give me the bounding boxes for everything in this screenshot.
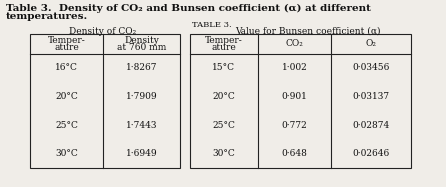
Text: 0·03137: 0·03137 <box>352 92 390 101</box>
Text: 16°C: 16°C <box>55 63 78 72</box>
Text: O₂: O₂ <box>366 39 376 48</box>
Text: 25°C: 25°C <box>212 121 235 130</box>
Text: CO₂: CO₂ <box>285 39 303 48</box>
Text: 0·02874: 0·02874 <box>352 121 390 130</box>
Text: Density: Density <box>124 36 159 45</box>
Text: 0·901: 0·901 <box>281 92 307 101</box>
Text: 20°C: 20°C <box>212 92 235 101</box>
Text: Temper-: Temper- <box>48 36 85 45</box>
Text: 20°C: 20°C <box>55 92 78 101</box>
Text: 30°C: 30°C <box>212 149 235 158</box>
Bar <box>190 34 411 168</box>
Text: 1·7909: 1·7909 <box>126 92 157 101</box>
Text: Table 3.  Density of CO₂ and Bunsen coefficient (α) at different: Table 3. Density of CO₂ and Bunsen coeff… <box>6 4 371 13</box>
Bar <box>29 34 180 168</box>
Text: 1·002: 1·002 <box>281 63 307 72</box>
Text: Temper-: Temper- <box>205 36 243 45</box>
Text: 15°C: 15°C <box>212 63 235 72</box>
Text: Density of CO₂: Density of CO₂ <box>70 27 137 36</box>
Text: 0·772: 0·772 <box>281 121 307 130</box>
Text: 30°C: 30°C <box>55 149 78 158</box>
Text: at 760 mm: at 760 mm <box>117 43 166 52</box>
Text: 0·02646: 0·02646 <box>352 149 390 158</box>
Text: 25°C: 25°C <box>55 121 78 130</box>
Text: TABLE 3.: TABLE 3. <box>192 21 231 29</box>
Text: 1·6949: 1·6949 <box>126 149 157 158</box>
Text: 1·7443: 1·7443 <box>126 121 157 130</box>
Text: ature: ature <box>54 43 79 52</box>
Text: 0·648: 0·648 <box>281 149 307 158</box>
Text: ature: ature <box>211 43 236 52</box>
Text: 0·03456: 0·03456 <box>352 63 390 72</box>
Text: Value for Bunsen coefficient (α): Value for Bunsen coefficient (α) <box>235 27 380 36</box>
Text: temperatures.: temperatures. <box>6 12 88 21</box>
Text: 1·8267: 1·8267 <box>126 63 157 72</box>
